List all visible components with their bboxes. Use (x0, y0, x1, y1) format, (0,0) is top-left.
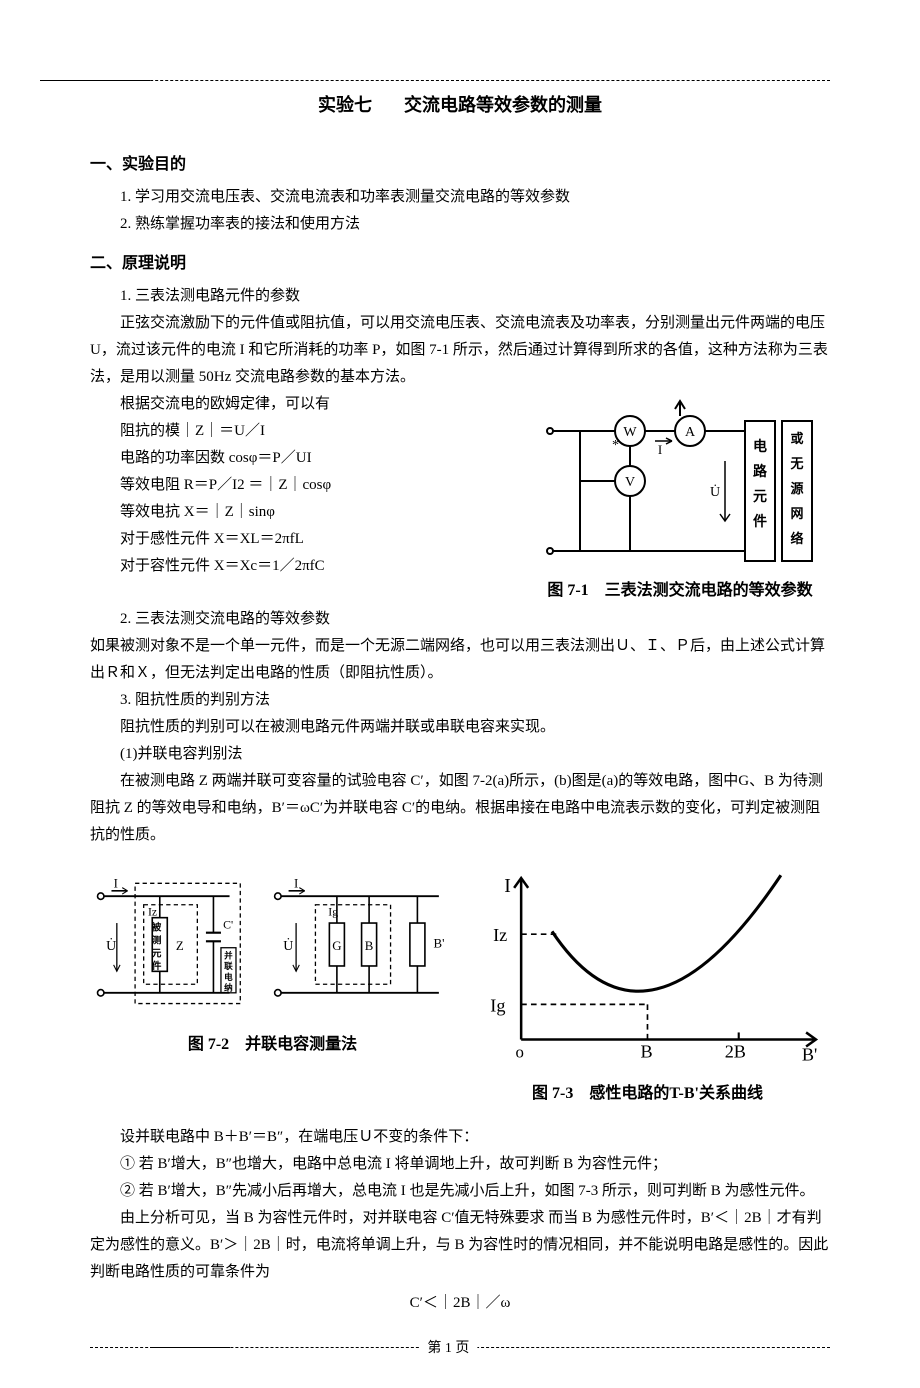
svg-text:*: * (612, 438, 619, 453)
section-1-heading: 一、实验目的 (90, 151, 830, 180)
sec2-p10: 设并联电路中 B＋B′＝B″，在端电压Ｕ不变的条件下： (90, 1124, 830, 1151)
figure-7-2-caption: 图 7-2 并联电容测量法 (90, 1031, 455, 1060)
svg-text:电: 电 (224, 971, 233, 982)
circuit-7-2-icon: I U̇ Iz 被 测 元 件 Z C' (90, 864, 455, 1025)
svg-text:联: 联 (224, 960, 233, 971)
svg-text:络: 络 (790, 531, 803, 546)
figure-7-1-caption: 图 7-1 三表法测交流电路的等效参数 (530, 577, 830, 606)
svg-text:被: 被 (151, 921, 162, 933)
sec2-p4: 2. 三表法测交流电路的等效参数 (90, 606, 830, 633)
sec2-p8: (1)并联电容判别法 (90, 741, 830, 768)
svg-text:或: 或 (790, 431, 803, 446)
svg-text:并: 并 (224, 949, 233, 960)
header-rule (90, 80, 830, 81)
page-number: 第 1 页 (419, 1336, 477, 1361)
svg-text:G: G (332, 939, 341, 953)
curve-7-3-icon: I B' o Iz Ig B 2B (465, 864, 830, 1075)
svg-text:U̇: U̇ (710, 483, 720, 500)
sec2-p12: ② 若 B′增大，B″先减小后再增大，总电流 I 也是先减小后上升，如图 7-3… (90, 1178, 830, 1205)
svg-text:B: B (640, 1041, 652, 1061)
svg-text:C': C' (223, 917, 233, 931)
svg-text:件: 件 (152, 960, 162, 972)
title-right: 交流电路等效参数的测量 (404, 95, 602, 115)
svg-text:U̇: U̇ (283, 937, 293, 954)
sec2-formula: C′＜｜2B｜／ω (90, 1290, 830, 1317)
svg-text:Iz: Iz (493, 925, 507, 945)
circuit-7-1-icon: W * A I V (530, 391, 830, 571)
sec2-f3: 等效电阻 R＝P／I2 ＝｜Z｜cosφ (90, 472, 510, 499)
sec2-p5: 如果被测对象不是一个单一元件，而是一个无源二端网络，也可以用三表法测出Ｕ、Ｉ、Ｐ… (90, 633, 830, 687)
svg-text:件: 件 (753, 513, 767, 530)
svg-text:A: A (685, 425, 696, 440)
page-footer: 第 1 页 (90, 1347, 830, 1348)
sec2-p2: 正弦交流激励下的元件值或阻抗值，可以用交流电压表、交流电流表及功率表，分别测量出… (90, 310, 830, 391)
svg-text:I: I (658, 442, 662, 457)
sec2-f4: 等效电抗 X＝｜Z｜sinφ (90, 499, 510, 526)
svg-text:W: W (623, 425, 637, 440)
figure-7-2: I U̇ Iz 被 测 元 件 Z C' (90, 864, 455, 1060)
svg-text:o: o (516, 1042, 524, 1061)
sec1-item2: 2. 熟练掌握功率表的接法和使用方法 (90, 211, 830, 238)
section-2-heading: 二、原理说明 (90, 250, 830, 279)
svg-text:源: 源 (790, 481, 803, 496)
sec1-item1: 1. 学习用交流电压表、交流电流表和功率表测量交流电路的等效参数 (90, 184, 830, 211)
figure-7-3: I B' o Iz Ig B 2B 图 7-3 感性电路的T-B'关系曲线 (465, 864, 830, 1109)
figure-7-1: W * A I V (530, 391, 830, 606)
svg-text:测: 测 (152, 934, 162, 946)
svg-text:I: I (294, 876, 298, 890)
svg-text:网: 网 (790, 506, 803, 521)
svg-text:元: 元 (152, 948, 162, 959)
sec2-f2: 电路的功率因数 cosφ＝P／UI (90, 445, 510, 472)
sec2-p7: 阻抗性质的判别可以在被测电路元件两端并联或串联电容来实现。 (90, 714, 830, 741)
svg-text:V: V (625, 475, 635, 490)
svg-text:元: 元 (753, 489, 767, 505)
svg-text:无: 无 (789, 456, 803, 471)
sec2-f5: 对于感性元件 X＝XL＝2πfL (90, 526, 510, 553)
svg-text:B': B' (802, 1044, 817, 1064)
sec2-p3: 根据交流电的欧姆定律，可以有 (90, 391, 510, 418)
figure-7-3-caption: 图 7-3 感性电路的T-B'关系曲线 (465, 1080, 830, 1109)
sec2-p13: 由上分析可见，当 B 为容性元件时，对并联电容 C′值无特殊要求 而当 B 为感… (90, 1205, 830, 1286)
svg-text:纳: 纳 (224, 981, 233, 992)
sec2-p9: 在被测电路 Z 两端并联可变容量的试验电容 C′，如图 7-2(a)所示，(b)… (90, 768, 830, 849)
svg-text:B: B (365, 939, 374, 953)
doc-title: 实验七 交流电路等效参数的测量 (90, 89, 830, 121)
svg-text:Ig: Ig (490, 995, 505, 1015)
svg-text:B': B' (434, 937, 445, 951)
title-left: 实验七 (318, 95, 372, 115)
sec2-f1: 阻抗的模｜Z｜＝U／I (90, 418, 510, 445)
svg-text:I: I (114, 876, 118, 890)
svg-text:Iz: Iz (148, 904, 157, 918)
svg-text:电: 电 (753, 438, 767, 455)
sec2-p6: 3. 阻抗性质的判别方法 (90, 687, 830, 714)
svg-text:2B: 2B (725, 1041, 746, 1061)
svg-text:Z: Z (176, 939, 184, 953)
sec2-p11: ① 若 B′增大，B″也增大，电路中总电流 I 将单调地上升，故可判断 B 为容… (90, 1151, 830, 1178)
svg-text:U̇: U̇ (106, 937, 116, 954)
sec2-p1: 1. 三表法测电路元件的参数 (90, 283, 830, 310)
sec2-f6: 对于容性元件 X＝Xc＝1／2πfC (90, 553, 510, 580)
svg-text:I: I (504, 875, 511, 897)
svg-text:路: 路 (753, 463, 768, 480)
